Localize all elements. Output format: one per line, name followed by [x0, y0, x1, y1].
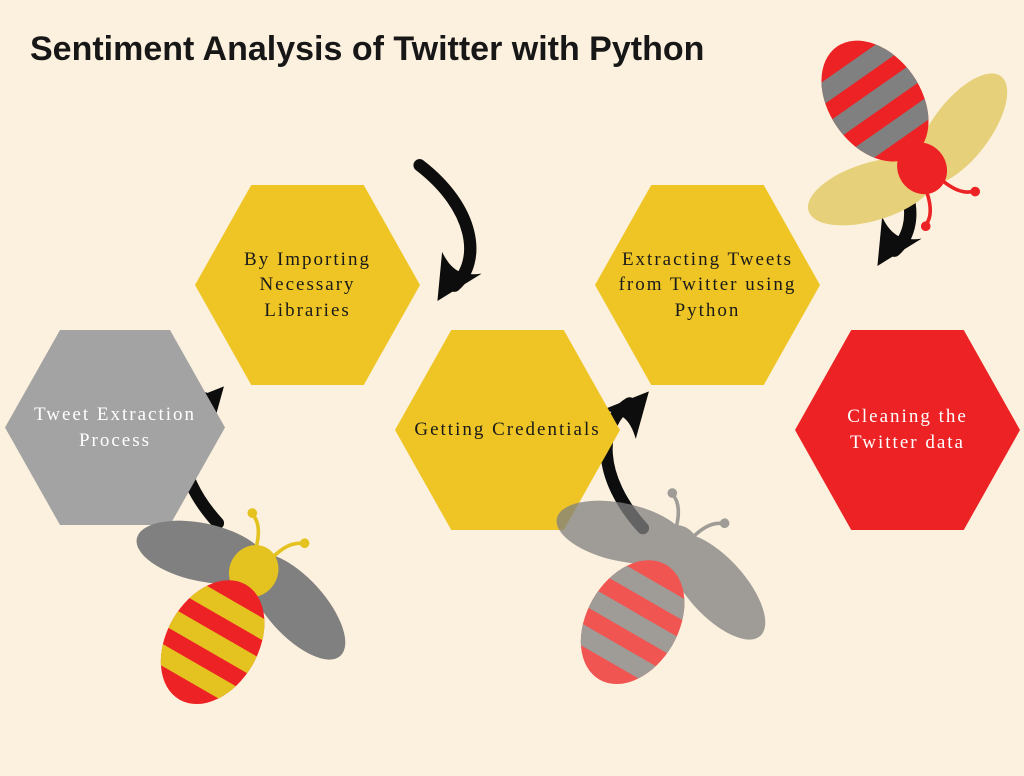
step-importing-libraries: By Importing Necessary Libraries	[195, 185, 420, 385]
step-label: Getting Credentials	[396, 417, 618, 443]
step-label: Cleaning the Twitter data	[795, 404, 1020, 455]
step-extracting-tweets: Extracting Tweets from Twitter using Pyt…	[595, 185, 820, 385]
step-label: Extracting Tweets from Twitter using Pyt…	[595, 247, 820, 324]
step-cleaning-data: Cleaning the Twitter data	[795, 330, 1020, 530]
page-title: Sentiment Analysis of Twitter with Pytho…	[30, 30, 704, 69]
step-label: Tweet Extraction Process	[5, 402, 225, 453]
infographic-canvas: Sentiment Analysis of Twitter with Pytho…	[0, 0, 1024, 768]
step-label: By Importing Necessary Libraries	[195, 247, 420, 324]
